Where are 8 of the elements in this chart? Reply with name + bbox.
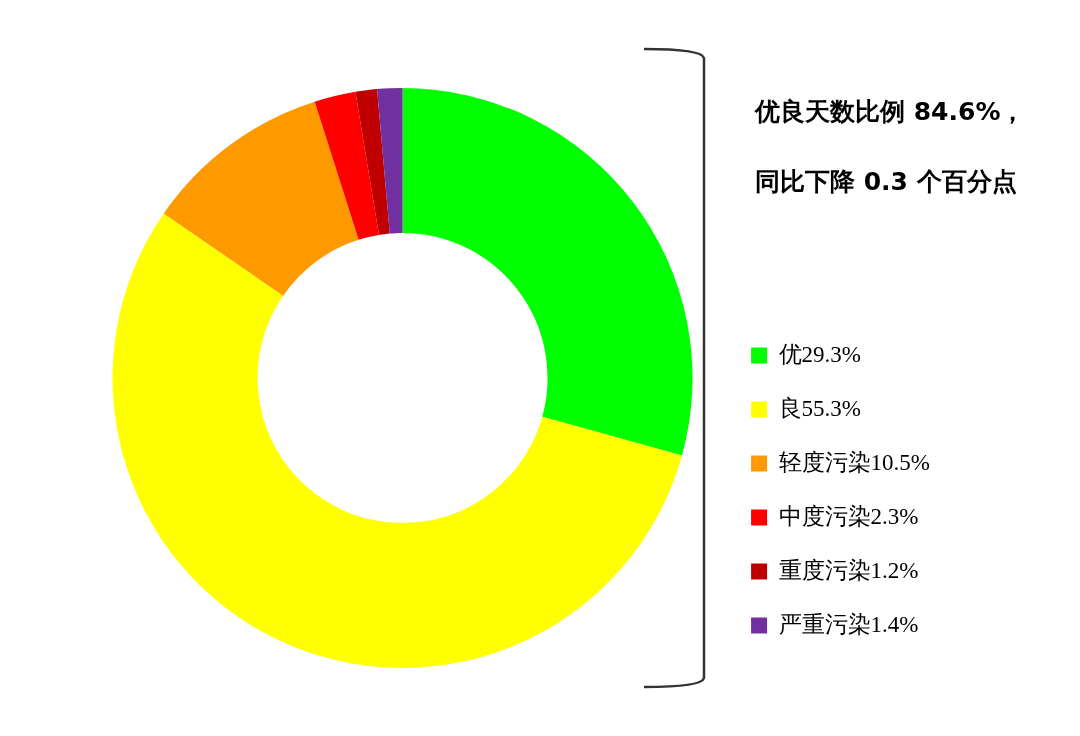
- legend-label: 重度污染1.2%: [778, 557, 919, 583]
- legend-label: 轻度污染10.5%: [778, 449, 931, 475]
- legend-label: 中度污染2.3%: [778, 503, 919, 529]
- text: 优良天数比例 84.6%，: [755, 96, 1026, 128]
- legend-label: 严重污染1.4%: [778, 611, 919, 637]
- legend-label: 优29.3%: [778, 341, 862, 367]
- legend-label: 良55.3%: [778, 395, 862, 421]
- text: 同比下降 0.3 个百分点: [755, 166, 1017, 198]
